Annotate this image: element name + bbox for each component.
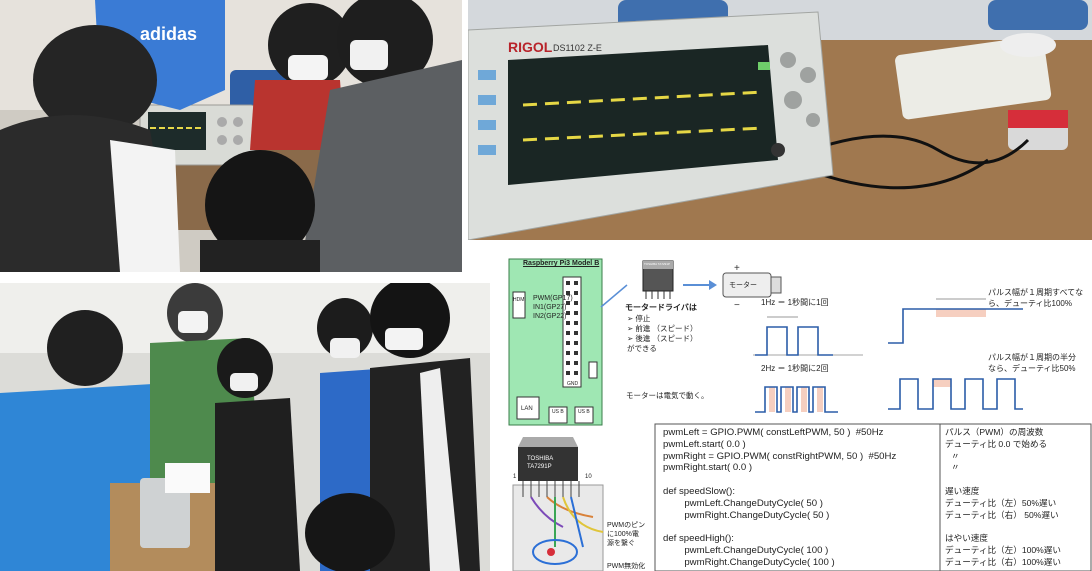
waveform-2hz <box>755 386 838 413</box>
code-note-line: はやい速度 <box>945 533 988 544</box>
duty-full-note: パルス幅が１周期すべてな ら、デューティ比100% <box>988 288 1084 308</box>
driver-item-reverse: ➢ 後進 （スピード） <box>627 334 698 343</box>
code-line <box>663 521 896 533</box>
port-usb-2: US B <box>578 409 590 415</box>
code-note-line <box>945 521 1061 533</box>
keyboard <box>895 35 1052 120</box>
code-line: def speedSlow(): <box>663 485 735 497</box>
chip-cut-note: PWM無効化 <box>607 563 646 570</box>
code-note-line: デューティ比 0.0 で始める <box>945 438 1048 449</box>
driver-ending: ができる <box>627 344 657 353</box>
pin-in2: IN2(GP22) <box>533 313 567 320</box>
ta7291p-chip <box>512 437 604 571</box>
motor-label: モーター <box>729 282 757 289</box>
shirt-text: adidas <box>140 24 197 44</box>
code-line: def speedHigh(): <box>663 533 734 545</box>
code-note-line <box>945 474 1061 486</box>
code-line: pwmRight.start( 0.0 ) <box>663 462 753 474</box>
code-table <box>654 423 1092 571</box>
motor-note: モーターは電気で動く。 <box>626 391 709 400</box>
code-note-line: 〃 <box>951 462 960 473</box>
code-note-line: デューティ比（左）100%遅い <box>945 544 1061 555</box>
chip-note: PWMのピン に100%電 源を繋ぐ <box>607 522 646 547</box>
port-lan: LAN <box>521 406 533 412</box>
code-note-line: 〃 <box>951 450 960 461</box>
svg-text:+: + <box>734 263 740 274</box>
code-line: pwmRight.ChangeDutyCycle( 100 ) <box>663 556 835 568</box>
board-pins: PWM(GP17) IN1(GP27) IN2(GP22) <box>533 294 573 321</box>
code-note-line: パルス（PWM）の周波数 <box>945 427 1044 437</box>
pin-in1: IN1(GP27) <box>533 304 567 311</box>
pwm-diagram: + − <box>503 247 1092 571</box>
code-line: pwmLeft.ChangeDutyCycle( 50 ) <box>663 497 823 509</box>
code-line: pwmRight = GPIO.PWM( constRightPWM, 50 )… <box>663 450 897 462</box>
chip-pin-last: 10 <box>585 474 592 480</box>
port-usb-1: US B <box>552 409 564 415</box>
code-line: pwmLeft = GPIO.PWM( constLeftPWM, 50 ) #… <box>663 427 884 438</box>
code-notes: パルス（PWM）の周波数 デューティ比 0.0 で始める〃〃 遅い速度 デューティ比… <box>945 427 1061 569</box>
photo-children-group <box>0 283 490 571</box>
duty-half-note: パルス幅が１周期の半分 なら、デューティ比50% <box>988 353 1076 373</box>
driver-item-forward: ➢ 前進 （スピード） <box>627 324 698 333</box>
code-line: pwmLeft.start( 0.0 ) <box>663 438 746 450</box>
driver-chip-text: TOSHIBA TA7291P <box>644 262 671 266</box>
freq-2hz-label: 2Hz ＝ 1秒間に2回 <box>761 364 829 373</box>
device-box <box>140 478 190 548</box>
code-line: pwmRight.ChangeDutyCycle( 50 ) <box>663 509 830 521</box>
scope-brand: RIGOL <box>508 39 553 55</box>
waveform-1hz <box>753 326 863 356</box>
code-note-line: 遅い速度 <box>945 485 980 496</box>
rigol-scope: RIGOL DS1102 Z-E <box>468 11 834 240</box>
board-title: Raspberry Pi3 Model B <box>523 260 600 267</box>
driver-items: ➢ 停止 ➢ 前進 （スピード） ➢ 後進 （スピード） ができる <box>627 314 697 354</box>
freq-1hz-label: 1Hz ＝ 1秒間に1回 <box>761 298 829 307</box>
driver-title: モータードライバは <box>625 303 697 312</box>
photo-rigol-oscilloscope: RIGOL DS1102 Z-E <box>468 0 1092 240</box>
scope-model: DS1102 Z-E <box>553 43 602 53</box>
code-line: pwmLeft.ChangeDutyCycle( 100 ) <box>663 544 829 556</box>
chip-label: TOSHIBA TA7291P <box>527 456 554 470</box>
svg-text:−: − <box>734 300 740 311</box>
waveform-duty-100 <box>888 298 1023 344</box>
code-note-line: デューティ比（右）100%遅い <box>945 556 1061 567</box>
gnd-label: GND <box>567 381 579 387</box>
code-note-line: デューティ比（左）50%遅い <box>945 497 1057 508</box>
code-line <box>663 474 896 486</box>
photo-children-oscilloscope: adidas <box>0 0 462 272</box>
code-block: pwmLeft = GPIO.PWM( constLeftPWM, 50 ) #… <box>663 427 896 569</box>
code-note-line: デューティ比（右） 50%遅い <box>945 509 1059 520</box>
chip-pin-first: 1 <box>513 474 517 480</box>
driver-item-stop: ➢ 停止 <box>627 314 651 323</box>
hdmi-label: HDMI <box>513 297 526 303</box>
waveform-duty-50 <box>888 378 1023 410</box>
pin-pwm: PWM(GP17) <box>533 295 573 302</box>
